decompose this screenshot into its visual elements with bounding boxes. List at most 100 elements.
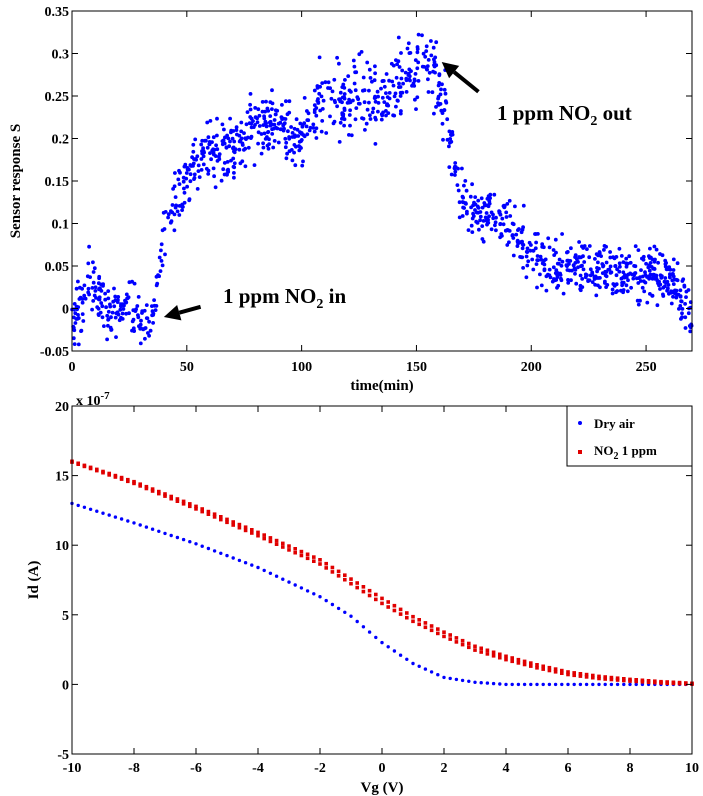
data-point	[91, 299, 96, 303]
data-point	[97, 274, 102, 279]
data-point-dry-air	[553, 682, 558, 687]
data-point	[531, 267, 536, 272]
data-point	[112, 304, 117, 309]
data-point-dry-air	[622, 682, 626, 687]
data-point-no2	[318, 562, 322, 566]
data-point	[73, 321, 78, 325]
x-tick-label: 250	[636, 360, 657, 375]
data-point	[337, 140, 342, 144]
x-tick-label: -6	[190, 761, 202, 776]
data-point	[583, 272, 588, 277]
data-point	[183, 162, 188, 167]
data-point-dry-air	[243, 561, 248, 565]
data-point	[270, 127, 274, 132]
data-point-no2	[597, 676, 601, 681]
data-point	[159, 259, 164, 263]
data-point	[405, 46, 410, 51]
data-point-no2	[175, 497, 180, 501]
data-point	[144, 303, 149, 307]
data-point	[399, 76, 404, 81]
data-point	[323, 80, 328, 85]
data-point	[543, 257, 548, 262]
data-point-dry-air	[194, 542, 198, 546]
data-point	[625, 289, 630, 294]
data-point	[508, 214, 513, 218]
data-point	[201, 162, 206, 167]
data-point	[170, 210, 175, 215]
data-point	[678, 288, 683, 293]
data-point-no2	[287, 548, 291, 552]
data-point-no2	[615, 678, 620, 682]
data-point	[283, 136, 288, 141]
data-point-no2	[603, 675, 607, 679]
data-point-dry-air	[473, 680, 477, 684]
data-point	[647, 268, 652, 273]
data-point	[300, 163, 305, 168]
data-point	[106, 309, 111, 314]
data-point	[398, 111, 403, 116]
data-point-dry-air	[367, 630, 372, 634]
data-point	[367, 67, 372, 72]
data-point	[464, 202, 468, 206]
data-point	[211, 135, 216, 140]
data-point	[655, 303, 660, 308]
data-point-no2	[640, 680, 645, 684]
data-point	[652, 244, 657, 249]
data-point-no2	[361, 585, 366, 589]
data-point-no2	[349, 581, 353, 586]
data-point	[103, 291, 107, 296]
data-point	[305, 118, 310, 122]
data-point	[270, 132, 275, 136]
data-point	[122, 303, 126, 308]
data-point	[201, 146, 206, 151]
data-point	[442, 108, 447, 112]
data-point-dry-air	[429, 670, 434, 674]
data-point-no2	[491, 650, 496, 655]
data-point-no2	[516, 661, 521, 665]
data-point	[600, 271, 605, 275]
data-point	[264, 99, 268, 104]
data-point-no2	[274, 538, 279, 543]
data-point	[220, 122, 225, 127]
data-point	[373, 115, 378, 120]
data-point-dry-air	[510, 682, 514, 687]
data-point-no2	[355, 585, 359, 590]
data-point	[302, 96, 307, 100]
data-point	[594, 293, 599, 298]
data-point	[367, 88, 371, 93]
data-point	[455, 183, 460, 188]
data-point-no2	[560, 671, 564, 675]
data-point	[578, 273, 583, 278]
data-point	[276, 140, 281, 145]
data-point-no2	[473, 648, 477, 652]
data-point	[73, 311, 78, 316]
data-point-no2	[467, 645, 471, 650]
data-point	[222, 141, 227, 146]
data-point	[470, 182, 474, 187]
data-point	[389, 61, 394, 66]
data-point	[535, 254, 540, 258]
data-point-no2	[281, 541, 285, 546]
data-point	[432, 111, 436, 116]
data-point	[672, 291, 677, 296]
data-point	[361, 116, 366, 121]
transfer-y-ticks: -5 0 5 10 15 20	[55, 400, 692, 763]
data-point	[658, 287, 662, 291]
data-point-no2	[169, 494, 173, 499]
data-point-no2	[175, 499, 180, 503]
data-point	[293, 163, 298, 168]
data-point	[338, 120, 343, 125]
data-point	[396, 35, 401, 40]
data-point	[124, 292, 129, 297]
data-point	[498, 222, 503, 227]
data-point	[368, 117, 373, 121]
data-point-dry-air	[76, 503, 80, 508]
data-point	[113, 294, 118, 299]
data-point-no2	[243, 525, 248, 529]
data-point	[159, 248, 163, 253]
data-point	[671, 257, 676, 262]
data-point	[393, 91, 398, 96]
data-point-dry-air	[454, 677, 459, 682]
data-point	[270, 107, 274, 111]
data-point	[426, 77, 430, 82]
